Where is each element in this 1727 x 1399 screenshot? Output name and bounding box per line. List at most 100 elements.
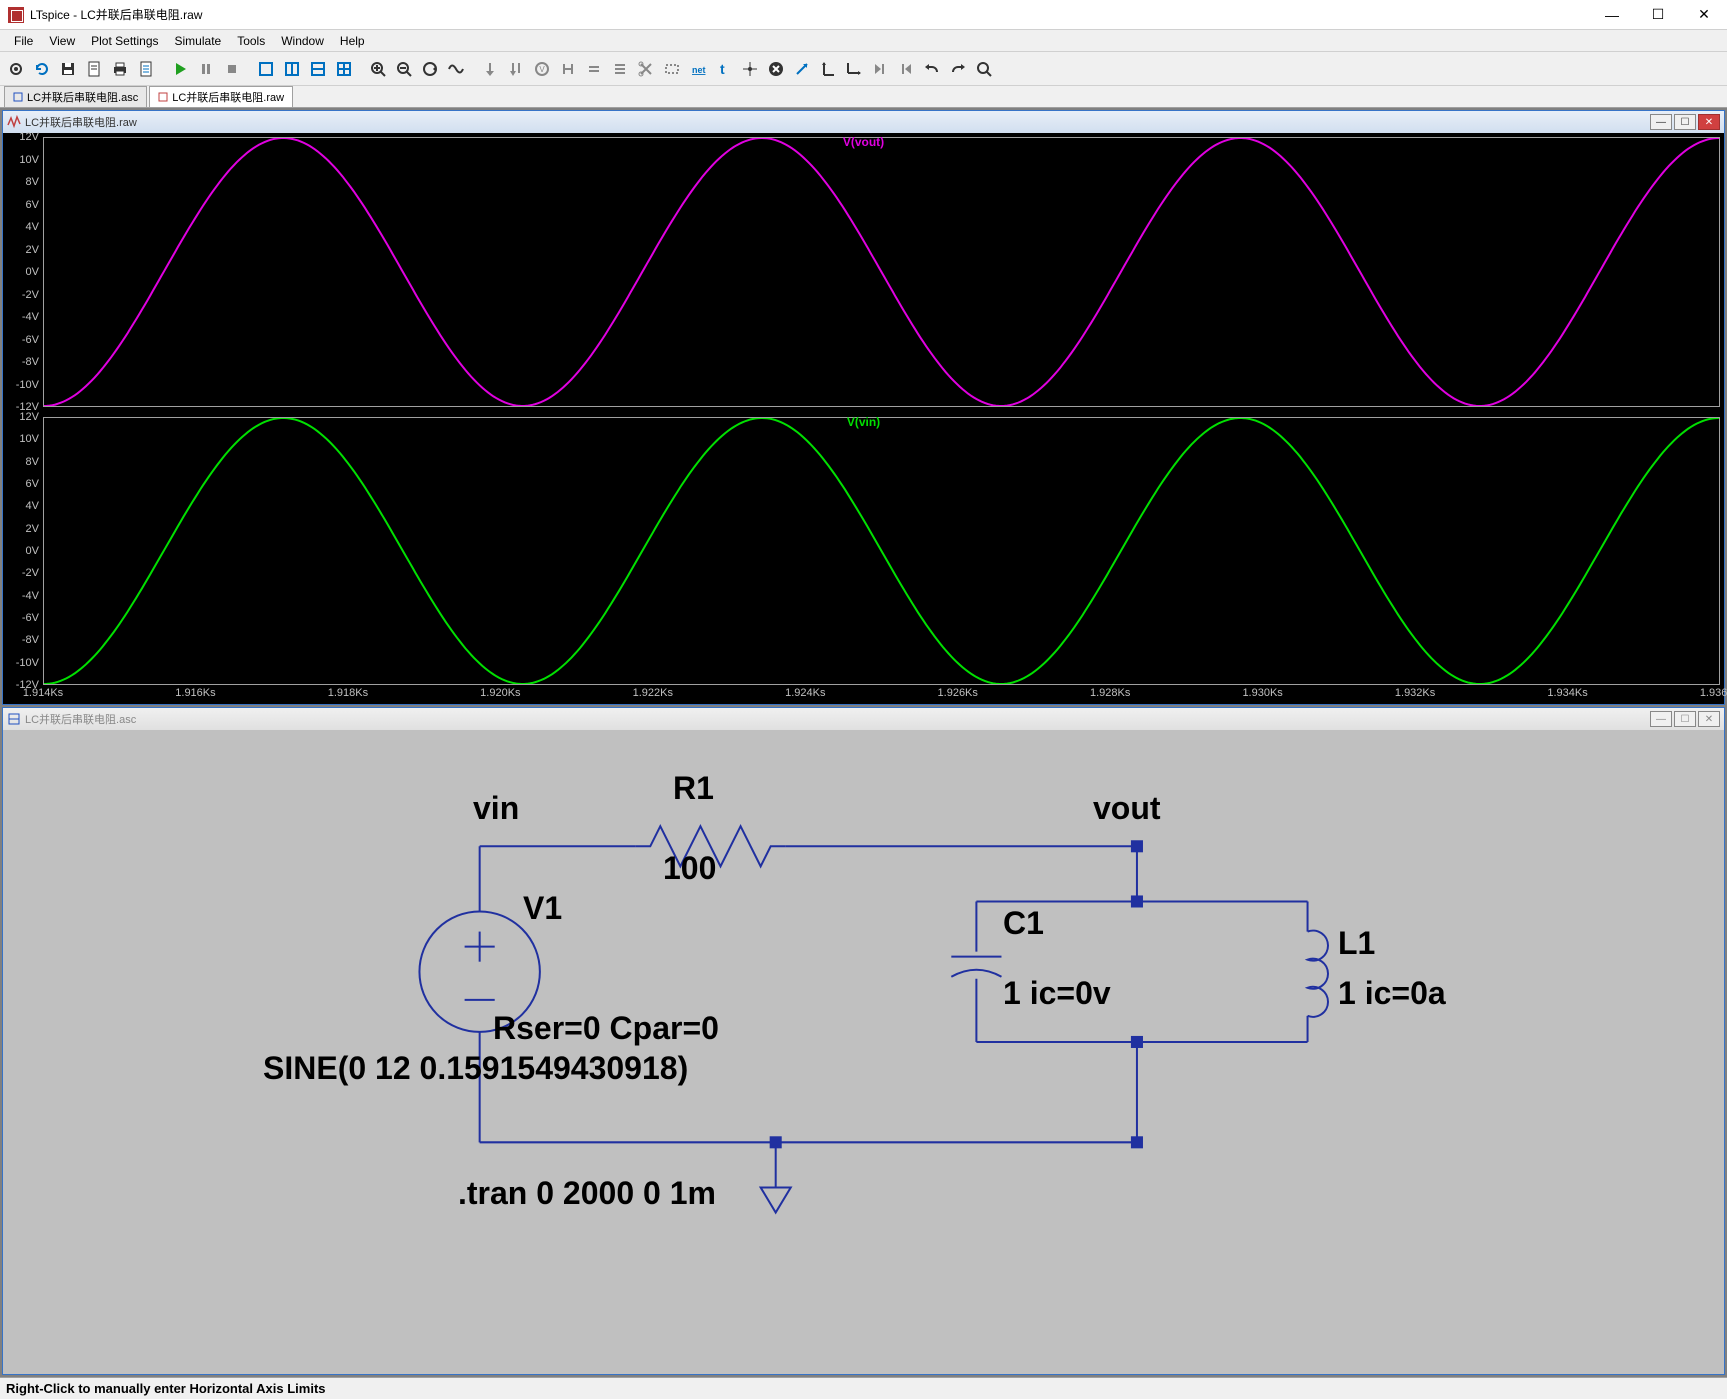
plot-window-icon xyxy=(7,115,21,129)
mag-icon[interactable] xyxy=(972,57,996,81)
trace-label[interactable]: V(vin) xyxy=(847,415,880,429)
value-v1-sine[interactable]: SINE(0 12 0.1591549430918) xyxy=(263,1050,688,1087)
tab-icon xyxy=(13,92,23,102)
value-c1[interactable]: 1 ic=0v xyxy=(1003,975,1111,1012)
document-tabstrip: LC并联后串联电阻.ascLC并联后串联电阻.raw xyxy=(0,86,1727,108)
net-icon[interactable]: net xyxy=(686,57,710,81)
undo-icon[interactable] xyxy=(920,57,944,81)
value-l1[interactable]: 1 ic=0a xyxy=(1338,975,1446,1012)
page2-icon[interactable] xyxy=(134,57,158,81)
refdes-r1[interactable]: R1 xyxy=(673,770,714,807)
pause-icon[interactable] xyxy=(194,57,218,81)
minimize-button[interactable]: — xyxy=(1589,0,1635,30)
sq4-icon[interactable] xyxy=(332,57,356,81)
save-icon[interactable] xyxy=(56,57,80,81)
page-icon[interactable] xyxy=(82,57,106,81)
tab-active[interactable]: LC并联后串联电阻.raw xyxy=(149,86,293,107)
snip2-icon[interactable] xyxy=(660,57,684,81)
t-icon-icon[interactable]: t xyxy=(712,57,736,81)
schematic-area[interactable]: vin R1 100 vout V1 C1 1 ic=0v L1 1 ic=0a Rser=0 C… xyxy=(3,730,1724,1374)
schematic-svg xyxy=(3,730,1724,1374)
plot-min-button[interactable]: — xyxy=(1650,114,1672,130)
wave-icon[interactable] xyxy=(444,57,468,81)
menu-file[interactable]: File xyxy=(6,32,41,50)
x-tick: 1.930Ks xyxy=(1242,687,1282,699)
menu-help[interactable]: Help xyxy=(332,32,373,50)
ax-x-icon[interactable] xyxy=(842,57,866,81)
gear-icon[interactable] xyxy=(4,57,28,81)
arr-dn-icon[interactable] xyxy=(478,57,502,81)
x-tick: 1.922Ks xyxy=(633,687,673,699)
x-tick: 1.928Ks xyxy=(1090,687,1130,699)
window-title: LTspice - LC并联后串联电阻.raw xyxy=(30,6,1589,23)
y-tick: -10V xyxy=(16,379,39,391)
run-icon[interactable] xyxy=(168,57,192,81)
schematic-min-button[interactable]: — xyxy=(1650,711,1672,727)
prev-icon[interactable] xyxy=(894,57,918,81)
toolbar: Vnett xyxy=(0,52,1727,86)
net-label-vout[interactable]: vout xyxy=(1093,790,1161,827)
schematic-window-title: LC并联后串联电阻.asc xyxy=(25,711,136,727)
svg-text:V: V xyxy=(539,65,545,74)
workspace: LC并联后串联电阻.raw — ☐ ✕ 12V10V8V6V4V2V0V-2V-… xyxy=(0,108,1727,1377)
close-button[interactable]: ✕ xyxy=(1681,0,1727,30)
redo-icon[interactable] xyxy=(946,57,970,81)
dbl-icon[interactable] xyxy=(608,57,632,81)
schematic-window-titlebar[interactable]: LC并联后串联电阻.asc — ☐ ✕ xyxy=(3,708,1724,730)
value-r1[interactable]: 100 xyxy=(663,850,716,887)
print-icon[interactable] xyxy=(108,57,132,81)
x-tick: 1.924Ks xyxy=(785,687,825,699)
x-tick: 1.916Ks xyxy=(175,687,215,699)
plot-area[interactable]: 12V10V8V6V4V2V0V-2V-4V-6V-8V-10V-12VV(vo… xyxy=(3,133,1724,704)
schematic-max-button[interactable]: ☐ xyxy=(1674,711,1696,727)
x-tick: 1.914Ks xyxy=(23,687,63,699)
y-tick: 12V xyxy=(19,131,39,143)
y-tick: 4V xyxy=(26,221,39,233)
sq1-icon[interactable] xyxy=(254,57,278,81)
eq-icon[interactable] xyxy=(582,57,606,81)
tab-inactive[interactable]: LC并联后串联电阻.asc xyxy=(4,86,147,107)
stop-icon[interactable] xyxy=(220,57,244,81)
refdes-c1[interactable]: C1 xyxy=(1003,905,1044,942)
menu-window[interactable]: Window xyxy=(273,32,332,50)
refresh-icon[interactable] xyxy=(30,57,54,81)
ax-y-icon[interactable] xyxy=(816,57,840,81)
plot-window-titlebar[interactable]: LC并联后串联电阻.raw — ☐ ✕ xyxy=(3,111,1724,133)
y-tick: 8V xyxy=(26,456,39,468)
v-src-icon[interactable]: V xyxy=(530,57,554,81)
menu-tools[interactable]: Tools xyxy=(229,32,273,50)
trace-label[interactable]: V(vout) xyxy=(843,135,884,149)
snip-icon[interactable] xyxy=(634,57,658,81)
y-tick: -6V xyxy=(22,334,39,346)
zoom-in-icon[interactable] xyxy=(366,57,390,81)
status-text: Right-Click to manually enter Horizontal… xyxy=(6,1381,326,1396)
menu-view[interactable]: View xyxy=(41,32,83,50)
x-circ-icon[interactable] xyxy=(764,57,788,81)
plot-pane-1[interactable] xyxy=(43,417,1720,685)
schematic-close-button[interactable]: ✕ xyxy=(1698,711,1720,727)
spice-directive-tran[interactable]: .tran 0 2000 0 1m xyxy=(458,1175,716,1212)
arr-dn2-icon[interactable] xyxy=(504,57,528,81)
zoom-out-icon[interactable] xyxy=(392,57,416,81)
plot-window: LC并联后串联电阻.raw — ☐ ✕ 12V10V8V6V4V2V0V-2V-… xyxy=(2,110,1725,705)
net-label-vin[interactable]: vin xyxy=(473,790,519,827)
plot-max-button[interactable]: ☐ xyxy=(1674,114,1696,130)
value-v1-params[interactable]: Rser=0 Cpar=0 xyxy=(493,1010,719,1047)
ne-arr-icon[interactable] xyxy=(790,57,814,81)
refdes-l1[interactable]: L1 xyxy=(1338,925,1375,962)
y-tick: 8V xyxy=(26,176,39,188)
cycle-icon[interactable] xyxy=(418,57,442,81)
menu-plot-settings[interactable]: Plot Settings xyxy=(83,32,166,50)
refdes-v1[interactable]: V1 xyxy=(523,890,562,927)
menu-simulate[interactable]: Simulate xyxy=(167,32,230,50)
titlebar: LTspice - LC并联后串联电阻.raw — ☐ ✕ xyxy=(0,0,1727,30)
maximize-button[interactable]: ☐ xyxy=(1635,0,1681,30)
plot-close-button[interactable]: ✕ xyxy=(1698,114,1720,130)
sq2-icon[interactable] xyxy=(280,57,304,81)
plot-pane-0[interactable] xyxy=(43,137,1720,407)
arr2-icon[interactable] xyxy=(556,57,580,81)
sq3-icon[interactable] xyxy=(306,57,330,81)
skip-icon[interactable] xyxy=(868,57,892,81)
curs-icon[interactable] xyxy=(738,57,762,81)
x-tick: 1.920Ks xyxy=(480,687,520,699)
